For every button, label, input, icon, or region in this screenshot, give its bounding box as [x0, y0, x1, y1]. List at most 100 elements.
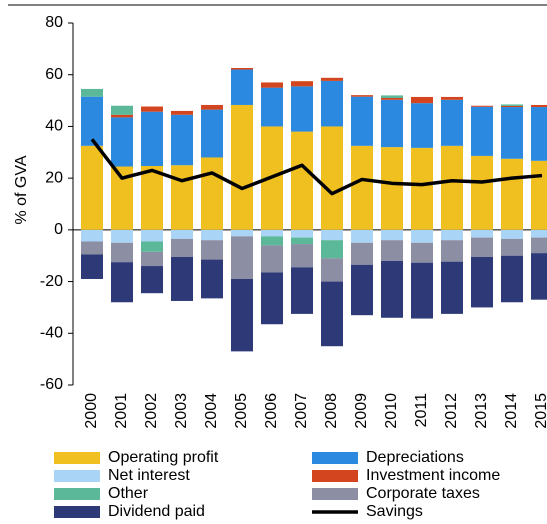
bar-segment	[141, 165, 163, 230]
line-series	[90, 138, 543, 196]
bar-segment	[291, 86, 313, 132]
bar-segment	[111, 105, 133, 115]
bar-segment	[291, 267, 313, 314]
y-tick-label: 20	[45, 169, 63, 186]
legend-label: Corporate taxes	[366, 485, 480, 502]
x-tick-label: 2000	[83, 393, 100, 429]
bar-segment	[141, 266, 163, 294]
bar-segment	[81, 254, 103, 279]
bar-segment	[201, 104, 223, 110]
bar-segment	[351, 96, 373, 146]
bar-segment	[201, 229, 223, 241]
x-tick-label: 2014	[503, 393, 520, 429]
bar-segment	[351, 242, 373, 265]
legend-label: Operating profit	[108, 449, 219, 466]
bar-segment	[171, 165, 193, 230]
legend-label: Savings	[366, 503, 423, 520]
bar-segment	[531, 229, 547, 238]
bar-segment	[201, 259, 223, 299]
bar-segment	[531, 237, 547, 254]
y-tick-label: -40	[40, 325, 63, 342]
legend-swatch	[54, 488, 100, 500]
bar-segment	[171, 114, 193, 166]
legend-swatch	[54, 506, 100, 518]
legend-label: Investment income	[366, 467, 500, 484]
x-tick-label: 2009	[353, 393, 370, 429]
bar-segment	[261, 245, 283, 273]
bar-segment	[411, 96, 433, 104]
bar-segment	[231, 229, 253, 237]
y-tick-label: 0	[54, 221, 63, 238]
bar-segment	[501, 107, 523, 159]
y-tick-label: 80	[45, 14, 63, 31]
bar-segment	[261, 272, 283, 325]
bar-segment	[291, 229, 313, 238]
bar-segment	[501, 229, 523, 239]
bar-segment	[351, 229, 373, 243]
bar-segment	[411, 262, 433, 319]
bar-segment	[291, 237, 313, 245]
bar-segment	[411, 242, 433, 263]
bar-segment	[231, 104, 253, 230]
bar-segment	[81, 96, 103, 146]
bar-segment	[441, 99, 463, 146]
x-tick-label: 2010	[383, 393, 400, 429]
bar-segment	[111, 229, 133, 243]
bar-segment	[231, 67, 253, 70]
y-tick-label: 60	[45, 66, 63, 83]
bar-segment	[411, 147, 433, 230]
x-tick-label: 2005	[233, 393, 250, 429]
bar-segment	[351, 95, 373, 97]
bar-segment	[441, 229, 463, 241]
bar-segment	[81, 145, 103, 230]
bar-segment	[501, 106, 523, 108]
bar-segment	[501, 158, 523, 230]
bar-segment	[441, 145, 463, 230]
x-tick-label: 2012	[443, 393, 460, 429]
bar-segment	[231, 69, 253, 105]
bar-segment	[171, 238, 193, 258]
bar-segment	[111, 242, 133, 263]
x-tick-label: 2013	[473, 393, 490, 429]
bar-segment	[261, 87, 283, 127]
bar-segment	[81, 241, 103, 255]
bar-segment	[321, 258, 343, 282]
bar-segment	[141, 251, 163, 267]
bar-segment	[321, 77, 343, 81]
legend-swatch	[54, 470, 100, 482]
legend-swatch	[54, 452, 100, 464]
bar-segment	[111, 117, 133, 167]
bar-segment	[231, 278, 253, 352]
bar-segment	[231, 236, 253, 279]
y-tick-label: -20	[40, 273, 63, 290]
bar-segment	[441, 261, 463, 314]
bar-segment	[141, 229, 163, 242]
bar-segment	[381, 240, 403, 261]
bar-segment	[201, 109, 223, 158]
y-axis-label: % of GVA	[13, 155, 30, 224]
bar-segment	[81, 229, 103, 242]
bar-segment	[471, 237, 493, 258]
bar-segment	[81, 88, 103, 97]
bar-segment	[291, 131, 313, 230]
bar-segment	[261, 229, 283, 237]
bar-segment	[381, 99, 403, 148]
x-tick-label: 2003	[173, 393, 190, 429]
bar-segment	[201, 157, 223, 230]
x-tick-label: 2011	[413, 393, 430, 428]
legend-label: Dividend paid	[108, 503, 205, 520]
bar-segment	[321, 229, 343, 241]
x-tick-label: 2007	[293, 393, 310, 429]
bar-segment	[171, 110, 193, 115]
bar-segment	[531, 104, 547, 108]
bar-segment	[171, 257, 193, 301]
bar-segment	[501, 104, 523, 107]
bar-segment	[381, 95, 403, 98]
bar-segment	[381, 97, 403, 100]
bar-segment	[411, 103, 433, 148]
x-tick-label: 2006	[263, 393, 280, 429]
bar-segment	[261, 236, 283, 246]
bar-segment	[291, 244, 313, 268]
x-tick-label: 2002	[143, 393, 160, 429]
